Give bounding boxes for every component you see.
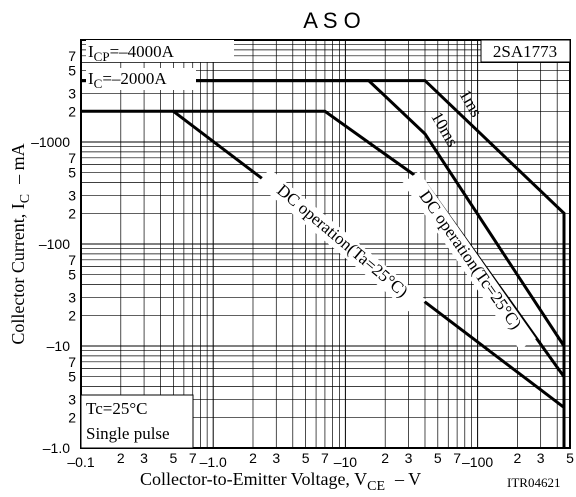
x-minor-tick-label: 3	[537, 450, 545, 466]
part-number-box: 2SA1773	[480, 39, 571, 63]
grid	[81, 40, 571, 448]
y-minor-tick-label: 7	[68, 252, 76, 268]
conditions-box: Tc=25°C Single pulse	[80, 394, 194, 449]
condition-pulse: Single pulse	[86, 424, 170, 443]
condition-temp: Tc=25°C	[86, 399, 147, 418]
y-minor-tick-label: 3	[68, 85, 76, 101]
y-minor-tick-label: 5	[68, 165, 76, 181]
x-minor-tick-label: 2	[117, 450, 125, 466]
chart-title: A S O	[303, 8, 360, 33]
y-major-tick-label: –1000	[31, 134, 70, 150]
y-minor-tick-label: 2	[68, 307, 76, 323]
x-minor-tick-label: 2	[249, 450, 257, 466]
y-minor-tick-label: 5	[68, 369, 76, 385]
svg-text:ICP=–4000A: ICP=–4000A	[88, 42, 175, 64]
x-major-tick-label: –100	[462, 454, 493, 470]
limit-ic-label: IC=–2000A	[86, 68, 196, 91]
x-minor-tick-label: 5	[302, 450, 310, 466]
y-minor-tick-label: 5	[68, 267, 76, 283]
y-minor-tick-label: 2	[68, 103, 76, 119]
svg-text:IC=–2000A: IC=–2000A	[88, 69, 167, 91]
y-minor-tick-label: 2	[68, 205, 76, 221]
y-minor-tick-label: 3	[68, 289, 76, 305]
part-number: 2SA1773	[493, 42, 557, 61]
x-minor-tick-label: 3	[272, 450, 280, 466]
y-major-tick-label: –1.0	[43, 440, 70, 456]
x-major-tick-label: –1.0	[200, 454, 227, 470]
x-minor-tick-label: 2	[381, 450, 389, 466]
plot-area	[80, 39, 571, 449]
x-axis-title: Collector-to-Emitter Voltage, VCE – V	[140, 469, 421, 494]
y-axis-title: Collector Current, IC– mA	[8, 143, 33, 344]
x-minor-tick-label: 5	[434, 450, 442, 466]
x-minor-tick-label: 5	[170, 450, 178, 466]
y-minor-tick-label: 5	[68, 63, 76, 79]
x-major-tick-label: –0.1	[67, 454, 94, 470]
y-minor-tick-label: 7	[68, 48, 76, 64]
y-major-tick-label: –10	[47, 338, 71, 354]
x-minor-tick-label: 3	[140, 450, 148, 466]
y-minor-tick-label: 7	[68, 354, 76, 370]
x-minor-tick-label: 3	[405, 450, 413, 466]
x-minor-tick-label: 5	[566, 450, 574, 466]
y-minor-tick-label: 2	[68, 409, 76, 425]
x-minor-tick-label: 7	[189, 450, 197, 466]
y-minor-tick-label: 3	[68, 391, 76, 407]
x-minor-tick-label: 7	[453, 450, 461, 466]
x-major-tick-label: –10	[334, 454, 358, 470]
limit-icp-label: ICP=–4000A	[86, 40, 234, 64]
y-major-tick-label: –100	[39, 236, 70, 252]
y-minor-tick-label: 3	[68, 187, 76, 203]
chart-code: ITR04621	[507, 475, 560, 490]
x-minor-tick-label: 7	[321, 450, 329, 466]
series-line-10ms	[81, 79, 566, 347]
y-minor-tick-label: 7	[68, 150, 76, 166]
x-minor-tick-label: 2	[513, 450, 521, 466]
